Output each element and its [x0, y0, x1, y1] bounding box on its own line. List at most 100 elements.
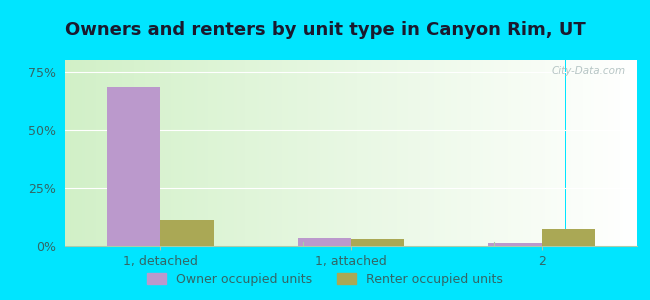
Bar	[125, 60, 128, 246]
Bar	[105, 60, 108, 246]
Bar	[580, 60, 582, 246]
Bar	[306, 60, 308, 246]
Bar	[620, 60, 623, 246]
Bar	[153, 60, 157, 246]
Bar	[148, 60, 151, 246]
Bar	[520, 60, 523, 246]
Bar	[623, 60, 625, 246]
Bar	[382, 60, 385, 246]
Bar	[414, 60, 417, 246]
Bar	[474, 60, 477, 246]
Bar	[543, 60, 545, 246]
Bar	[608, 60, 611, 246]
Text: Owners and renters by unit type in Canyon Rim, UT: Owners and renters by unit type in Canyo…	[64, 21, 586, 39]
Bar	[271, 60, 274, 246]
Bar	[162, 60, 165, 246]
Bar	[482, 60, 486, 246]
Bar	[182, 60, 185, 246]
Bar	[434, 60, 437, 246]
Bar	[406, 60, 408, 246]
Bar	[588, 60, 592, 246]
Bar	[317, 60, 320, 246]
Bar	[231, 60, 234, 246]
Bar	[525, 60, 528, 246]
Bar	[194, 60, 196, 246]
Bar	[234, 60, 237, 246]
Bar	[445, 60, 448, 246]
Bar	[402, 60, 406, 246]
Bar	[420, 60, 423, 246]
Bar	[237, 60, 239, 246]
Bar	[425, 60, 428, 246]
Bar	[294, 60, 296, 246]
Bar	[298, 238, 351, 246]
Bar	[114, 60, 116, 246]
Bar	[577, 60, 580, 246]
Bar	[568, 60, 571, 246]
Bar	[254, 60, 257, 246]
Bar	[388, 60, 391, 246]
Bar	[122, 60, 125, 246]
Bar	[68, 60, 71, 246]
Bar	[345, 60, 348, 246]
Bar	[594, 60, 597, 246]
Bar	[296, 60, 300, 246]
Bar	[634, 60, 637, 246]
Bar	[277, 60, 280, 246]
Bar	[365, 60, 368, 246]
Bar	[368, 60, 371, 246]
Bar	[574, 60, 577, 246]
Bar	[491, 60, 494, 246]
Bar	[300, 60, 302, 246]
Bar	[159, 60, 162, 246]
Bar	[517, 60, 520, 246]
Bar	[351, 60, 354, 246]
Bar	[463, 60, 465, 246]
Bar	[257, 60, 259, 246]
Bar	[541, 229, 595, 246]
Bar	[120, 60, 122, 246]
Bar	[111, 60, 114, 246]
Bar	[282, 60, 285, 246]
Bar	[145, 60, 148, 246]
Bar	[268, 60, 271, 246]
Bar	[208, 60, 211, 246]
Bar	[165, 60, 168, 246]
Bar	[328, 60, 331, 246]
Bar	[614, 60, 617, 246]
Bar	[545, 60, 549, 246]
Bar	[348, 60, 351, 246]
Bar	[454, 60, 457, 246]
Bar	[560, 60, 563, 246]
Bar	[302, 60, 305, 246]
Bar	[600, 60, 603, 246]
Bar	[116, 60, 120, 246]
Bar	[394, 60, 396, 246]
Bar	[222, 60, 225, 246]
Bar	[582, 60, 586, 246]
Bar	[177, 60, 179, 246]
Bar	[508, 60, 511, 246]
Bar	[171, 60, 174, 246]
Bar	[248, 60, 251, 246]
Bar	[128, 60, 131, 246]
Bar	[339, 60, 343, 246]
Bar	[471, 60, 474, 246]
Bar	[363, 60, 365, 246]
Bar	[477, 60, 480, 246]
Bar	[96, 60, 99, 246]
Bar	[136, 60, 139, 246]
Bar	[88, 60, 91, 246]
Bar	[431, 60, 434, 246]
Bar	[563, 60, 566, 246]
Bar	[211, 60, 214, 246]
Bar	[357, 60, 359, 246]
Bar	[502, 60, 506, 246]
Bar	[94, 60, 96, 246]
Bar	[408, 60, 411, 246]
Bar	[380, 60, 382, 246]
Bar	[629, 60, 631, 246]
Bar	[82, 60, 85, 246]
Bar	[311, 60, 314, 246]
Bar	[396, 60, 400, 246]
